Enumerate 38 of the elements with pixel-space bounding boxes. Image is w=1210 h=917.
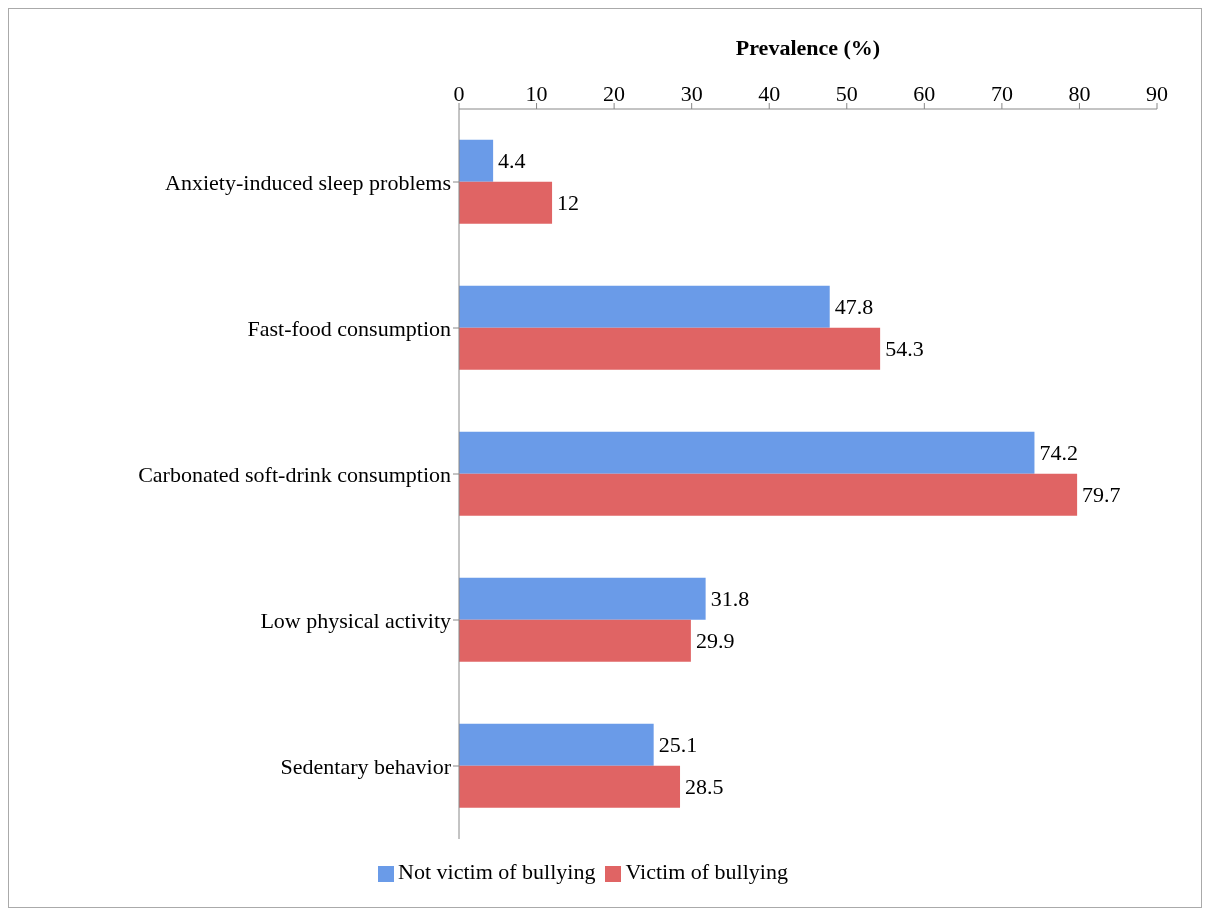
y-tick-label: Sedentary behavior: [280, 753, 452, 779]
bar: [459, 577, 706, 620]
data-label: 79.7: [1082, 482, 1121, 508]
x-tick-label: 20: [603, 81, 626, 106]
x-tick-label: 60: [913, 81, 936, 106]
y-tick-label: Anxiety-induced sleep problems: [165, 169, 451, 195]
bar: [459, 765, 681, 808]
data-label: 31.8: [710, 586, 750, 612]
data-label: 25.1: [658, 732, 698, 758]
y-tick-label: Fast-food consumption: [247, 315, 451, 341]
legend-label: Not victim of bullying: [398, 859, 596, 884]
x-axis-title: Prevalence (%): [735, 34, 881, 60]
x-tick-label: 40: [758, 81, 781, 106]
bar: [459, 431, 1035, 474]
bar: [459, 327, 881, 370]
y-tick-label: Low physical activity: [260, 607, 451, 633]
x-tick-label: 30: [680, 81, 703, 106]
data-label: 28.5: [685, 774, 724, 800]
data-label: 54.3: [885, 336, 924, 362]
bar: [459, 139, 494, 182]
bar: [459, 723, 654, 766]
bar: [459, 285, 830, 328]
x-tick-label: 0: [453, 81, 465, 106]
y-tick-label: Carbonated soft-drink consumption: [138, 461, 451, 487]
data-label: 29.9: [695, 628, 735, 654]
bar: [459, 619, 691, 662]
data-label: 4.4: [498, 148, 526, 174]
x-tick-label: 70: [990, 81, 1013, 106]
data-label: 12: [557, 190, 580, 216]
x-tick-label: 10: [525, 81, 548, 106]
legend-label: Victim of bullying: [625, 859, 788, 884]
data-label: 74.2: [1039, 440, 1078, 466]
x-tick-label: 50: [835, 81, 858, 106]
x-tick-label: 80: [1068, 81, 1091, 106]
x-tick-label: 90: [1146, 81, 1168, 106]
bar: [459, 473, 1078, 516]
bar: [459, 181, 553, 224]
data-label: 47.8: [834, 294, 874, 320]
